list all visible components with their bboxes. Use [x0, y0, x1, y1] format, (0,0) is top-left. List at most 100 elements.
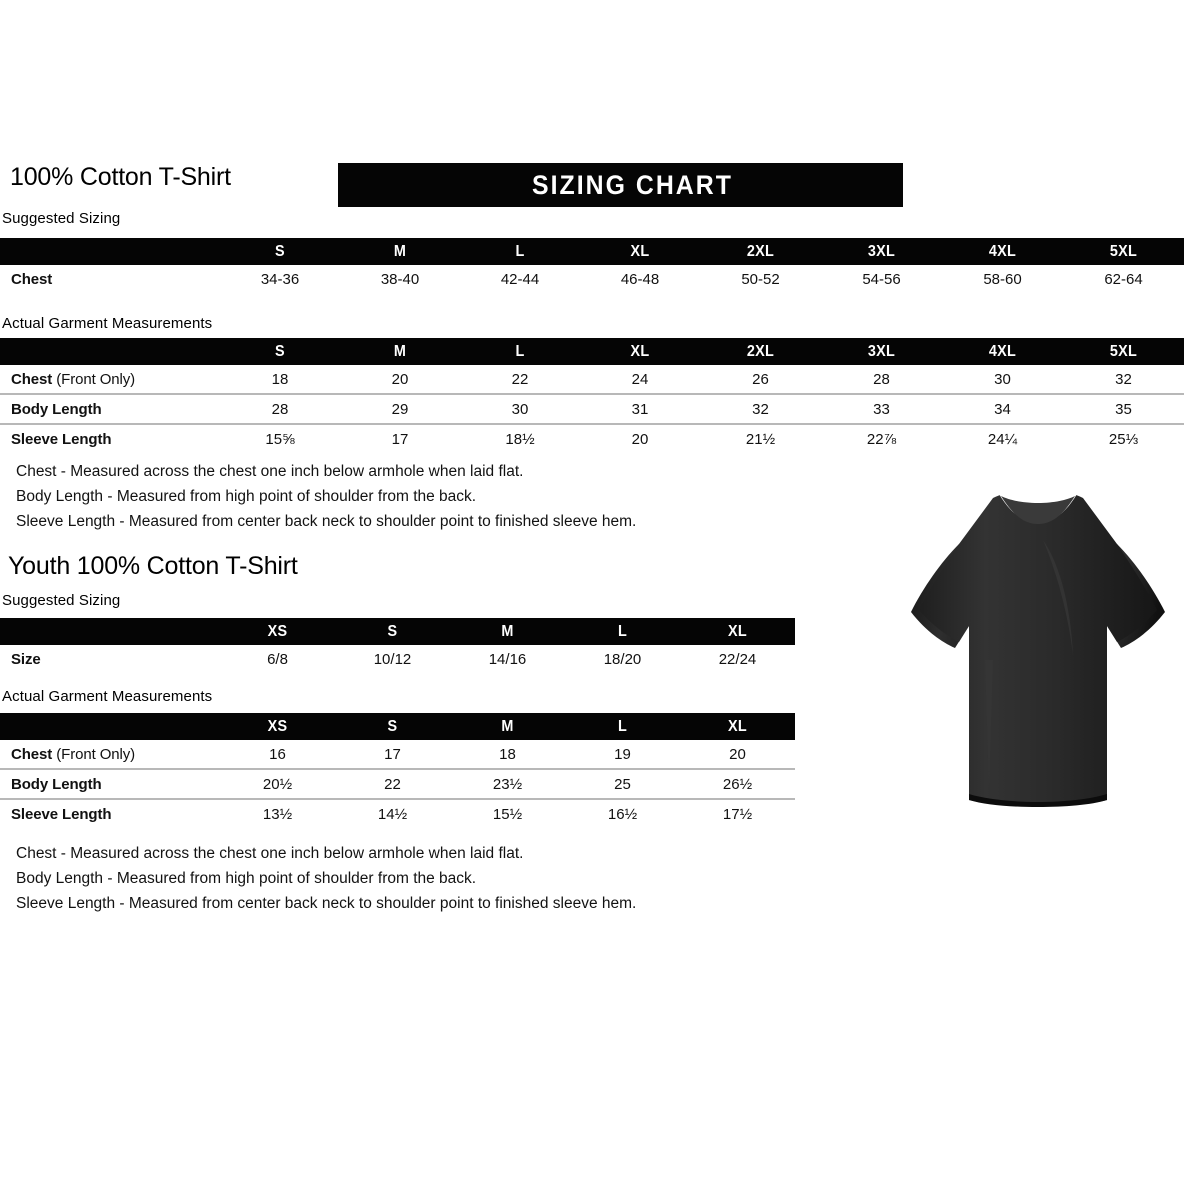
cell-chest-xs: 16 — [269, 745, 286, 763]
cell-size-xs: 6/8 — [267, 650, 288, 668]
col-header-2xl: 2XL — [746, 242, 775, 260]
col-header-m: M — [393, 242, 407, 260]
col-header-m: M — [393, 342, 407, 360]
col-header-l: L — [617, 717, 628, 735]
col-header-s: S — [275, 242, 285, 260]
col-header-4xl: 4XL — [988, 242, 1017, 260]
col-header-5xl: 5XL — [1109, 342, 1138, 360]
col-header-m: M — [501, 622, 514, 640]
table-header-row: XS S M L XL — [0, 618, 795, 645]
sizing-chart-banner-label: SIZING CHART — [531, 170, 733, 200]
row-label-text: Chest — [11, 745, 53, 763]
col-header-l: L — [617, 622, 628, 640]
cell-body-length-xl: 31 — [580, 393, 700, 424]
cell-body-length-2xl: 32 — [700, 393, 821, 424]
tshirt-collar-ribbing — [1001, 496, 1075, 524]
col-header-5xl: 5XL — [1109, 242, 1138, 260]
cell-sleeve-length-l: 16½ — [565, 798, 680, 828]
cell-chest-4xl: 58-60 — [983, 270, 1022, 288]
cell-chest-s: 17 — [384, 745, 401, 763]
col-header-l: L — [515, 342, 525, 360]
col-header-rowlabel — [0, 713, 220, 740]
cell-size-xl: 22/24 — [718, 650, 757, 668]
page-title: 100% Cotton T-Shirt — [10, 163, 231, 191]
cell-chest-l: 42-44 — [500, 270, 540, 288]
row-label-sleeve-length: Sleeve Length — [0, 423, 220, 453]
table-row: Body Length 20½ 22 23½ 25 26½ — [0, 768, 795, 799]
table-row: Chest 34-36 38-40 42-44 46-48 50-52 54-5… — [0, 265, 1184, 293]
col-header-3xl: 3XL — [867, 242, 896, 260]
col-header-s: S — [275, 342, 285, 360]
cell-sleeve-length-xl: 20 — [580, 423, 700, 453]
col-header-rowlabel — [0, 338, 220, 365]
youth-suggested-caption: Suggested Sizing — [2, 592, 121, 609]
table-header-row: S M L XL 2XL 3XL 4XL 5XL — [0, 238, 1184, 265]
cell-sleeve-length-2xl: 21½ — [700, 423, 821, 453]
table-row: Size 6/8 10/12 14/16 18/20 22/24 — [0, 645, 795, 673]
adult-actual-caption: Actual Garment Measurements — [2, 315, 213, 332]
table-row: Chest (Front Only) 16 17 18 19 20 — [0, 740, 795, 769]
cell-sleeve-length-s: 15⅝ — [220, 423, 340, 453]
youth-suggested-sizing-table: XS S M L XL Size 6/8 10/12 14/16 18/20 2… — [0, 618, 795, 673]
row-label-body-length: Body Length — [0, 393, 220, 424]
cell-body-length-xl: 26½ — [680, 768, 795, 799]
cell-size-s: 10/12 — [373, 650, 412, 668]
table-header-row: S M L XL 2XL 3XL 4XL 5XL — [0, 338, 1184, 365]
cell-body-length-s: 22 — [335, 768, 450, 799]
note-sleeve-length: Sleeve Length - Measured from center bac… — [16, 895, 637, 912]
col-header-rowlabel — [0, 618, 220, 645]
col-header-xl: XL — [728, 717, 747, 735]
youth-actual-caption: Actual Garment Measurements — [2, 688, 213, 705]
cell-body-length-xs: 20½ — [220, 768, 335, 799]
col-header-xl: XL — [630, 342, 650, 360]
cell-sleeve-length-5xl: 25⅓ — [1063, 423, 1184, 453]
page-header: 100% Cotton T-Shirt — [0, 160, 1200, 206]
cell-sleeve-length-m: 15½ — [450, 798, 565, 828]
row-label-sleeve-length: Sleeve Length — [0, 798, 220, 828]
tshirt-icon — [911, 486, 1165, 807]
col-header-xl: XL — [630, 242, 650, 260]
row-label-body-length: Body Length — [0, 768, 220, 799]
cell-chest-3xl: 54-56 — [862, 270, 901, 288]
row-label-chest: Chest — [11, 270, 53, 288]
note-chest: Chest - Measured across the chest one in… — [16, 845, 524, 862]
cell-sleeve-length-xl: 17½ — [680, 798, 795, 828]
cell-chest-4xl: 30 — [994, 370, 1011, 388]
tshirt-fabric-fold — [985, 660, 993, 790]
cell-chest-2xl: 26 — [752, 370, 769, 388]
col-header-2xl: 2XL — [746, 342, 775, 360]
note-sleeve-length: Sleeve Length - Measured from center bac… — [16, 513, 637, 530]
cell-chest-3xl: 28 — [873, 370, 890, 388]
cell-chest-xl: 20 — [729, 745, 746, 763]
table-row: Body Length 28 29 30 31 32 33 34 35 — [0, 393, 1184, 424]
cell-chest-s: 34-36 — [260, 270, 300, 288]
table-header-row: XS S M L XL — [0, 713, 795, 740]
row-label-size: Size — [11, 650, 41, 668]
cell-body-length-l: 30 — [460, 393, 580, 424]
cell-chest-s: 18 — [271, 370, 289, 388]
cell-size-l: 18/20 — [603, 650, 642, 668]
cell-body-length-5xl: 35 — [1063, 393, 1184, 424]
cell-sleeve-length-m: 17 — [340, 423, 460, 453]
cell-body-length-l: 25 — [565, 768, 680, 799]
row-label-chest-front-only: Chest (Front Only) — [0, 365, 220, 394]
youth-section-title: Youth 100% Cotton T-Shirt — [8, 552, 298, 580]
cell-chest-m: 18 — [499, 745, 516, 763]
cell-size-m: 14/16 — [488, 650, 527, 668]
cell-chest-xl: 46-48 — [620, 270, 660, 288]
note-body-length: Body Length - Measured from high point o… — [16, 488, 477, 505]
note-chest: Chest - Measured across the chest one in… — [16, 463, 524, 480]
cell-chest-m: 38-40 — [380, 270, 420, 288]
col-header-3xl: 3XL — [867, 342, 896, 360]
adult-suggested-caption: Suggested Sizing — [2, 210, 121, 227]
adult-measurement-notes: Chest - Measured across the chest one in… — [16, 459, 636, 534]
col-header-s: S — [387, 717, 398, 735]
row-label-text: Chest — [11, 370, 53, 388]
cell-chest-5xl: 32 — [1115, 370, 1132, 388]
youth-measurement-notes: Chest - Measured across the chest one in… — [16, 841, 636, 916]
col-header-s: S — [387, 622, 398, 640]
row-label-qualifier: (Front Only) — [52, 745, 136, 763]
row-label-chest-front-only: Chest (Front Only) — [0, 740, 220, 769]
cell-chest-l: 19 — [614, 745, 631, 763]
note-body-length: Body Length - Measured from high point o… — [16, 870, 477, 887]
